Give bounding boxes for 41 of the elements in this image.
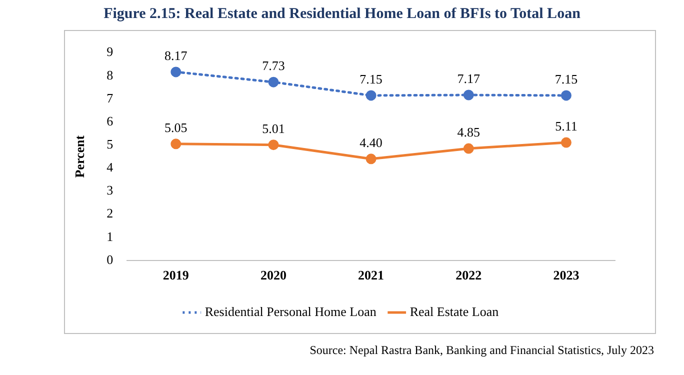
y-tick-label: 5 bbox=[106, 136, 114, 152]
x-tick-label: 2020 bbox=[260, 268, 286, 283]
x-tick-label: 2021 bbox=[358, 268, 384, 283]
x-tick-label: 2023 bbox=[553, 268, 580, 283]
chart-frame: Percent Residential Personal Home Loan Real Estate Loan 2019 2020 2021 2022 2023 0 1 2 3 4 5 6 7 8 9 8.17 7.73 7.15 7.17 7.15 5.05 5.01 4.40 4.85 5.11 bbox=[64, 30, 656, 334]
y-tick-label: 8 bbox=[106, 67, 114, 82]
y-tick-label: 3 bbox=[106, 182, 114, 198]
data-label: 7.17 bbox=[457, 70, 481, 86]
x-tick-label: 2022 bbox=[456, 268, 482, 283]
legend-label: Real Estate Loan bbox=[410, 304, 500, 319]
x-tick-label: 2019 bbox=[162, 268, 190, 283]
data-label: 7.15 bbox=[554, 71, 578, 86]
data-label: 8.17 bbox=[164, 48, 188, 63]
data-label: 4.85 bbox=[457, 124, 480, 140]
data-label: 5.11 bbox=[555, 118, 578, 134]
y-tick-label: 0 bbox=[106, 252, 114, 267]
point bbox=[170, 66, 182, 78]
point bbox=[170, 138, 182, 150]
point bbox=[560, 137, 572, 148]
point bbox=[463, 143, 474, 154]
y-tick-label: 6 bbox=[106, 113, 114, 128]
y-tick-label: 4 bbox=[106, 160, 114, 175]
chart-title: Figure 2.15: Real Estate and Residential Home Loan of BFIs to Total Loan bbox=[102, 6, 582, 23]
data-label: 4.40 bbox=[360, 134, 382, 150]
source-note: Source: Nepal Rastra Bank, Banking and Financial Statistics, July 2023 bbox=[310, 343, 654, 358]
point bbox=[366, 90, 376, 101]
y-axis-title: Percent bbox=[72, 134, 88, 178]
y-tick-label: 9 bbox=[106, 44, 114, 60]
data-label: 5.01 bbox=[262, 120, 285, 136]
legend-label: Residential Personal Home Loan bbox=[204, 304, 377, 319]
data-label: 7.73 bbox=[262, 58, 285, 74]
data-label: 7.15 bbox=[360, 71, 382, 86]
point bbox=[560, 90, 572, 101]
point bbox=[366, 154, 376, 164]
y-tick-label: 1 bbox=[106, 228, 114, 244]
data-label: 5.05 bbox=[164, 120, 188, 135]
point bbox=[268, 76, 279, 88]
y-tick-label: 7 bbox=[106, 90, 114, 106]
point bbox=[268, 140, 279, 150]
y-tick-label: 2 bbox=[106, 206, 114, 221]
point bbox=[463, 90, 474, 100]
